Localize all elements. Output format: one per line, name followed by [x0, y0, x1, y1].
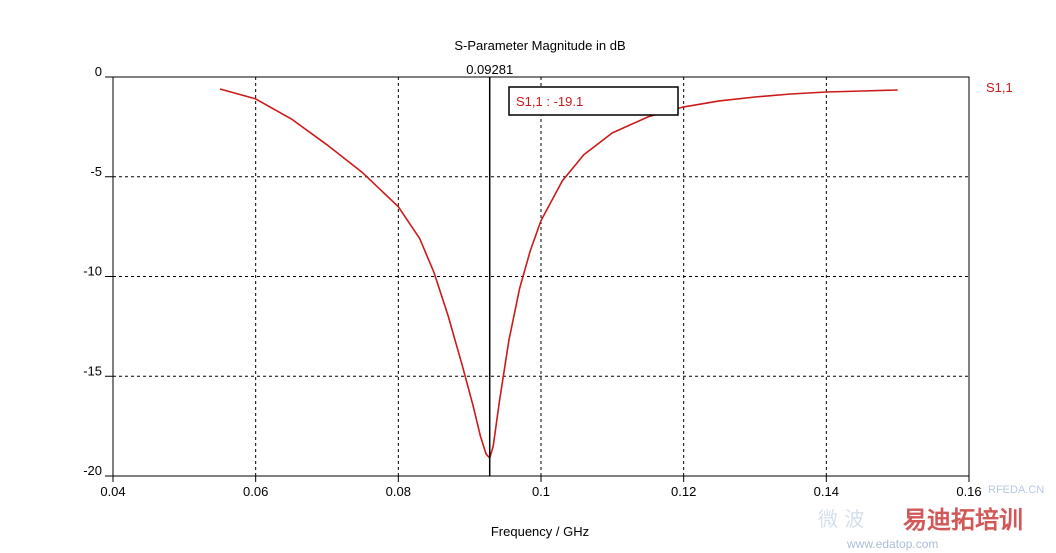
x-tick-label: 0.04	[100, 484, 125, 499]
x-axis-label: Frequency / GHz	[491, 524, 589, 539]
y-tick-label: 0	[95, 64, 102, 79]
chart-title: S-Parameter Magnitude in dB	[454, 38, 625, 53]
watermark-site: RFEDA.CN	[988, 484, 1044, 496]
watermark-brand: 易迪拓培训	[903, 506, 1023, 534]
y-axis-ticks: 0 -5 -10 -15 -20	[83, 64, 113, 478]
y-tick-label: -5	[90, 164, 102, 179]
legend-series-label: S1,1	[986, 80, 1013, 95]
x-tick-label: 0.16	[956, 484, 981, 499]
marker-x-label: 0.09281	[466, 62, 513, 77]
watermark-url: www.edatop.com	[846, 537, 938, 551]
y-tick-label: -20	[83, 463, 102, 478]
y-tick-label: -15	[83, 363, 102, 378]
marker-readout-box	[508, 86, 679, 116]
watermark-chinese: 微 波	[818, 507, 864, 531]
marker-readout-text: S1,1 : -19.1	[516, 94, 583, 109]
x-tick-label: 0.14	[814, 484, 839, 499]
x-tick-label: 0.12	[671, 484, 696, 499]
series-line-s11	[219, 88, 898, 459]
x-tick-label: 0.1	[532, 484, 550, 499]
x-axis-ticks: 0.04 0.06 0.08 0.1 0.12 0.14 0.16	[100, 476, 982, 499]
grid-lines	[113, 77, 969, 476]
watermark: RFEDA.CN 微 波 易迪拓培训 www.edatop.com	[818, 484, 1044, 551]
x-tick-label: 0.08	[386, 484, 411, 499]
y-tick-label: -10	[83, 264, 102, 279]
series-group	[219, 88, 898, 459]
x-tick-label: 0.06	[243, 484, 268, 499]
